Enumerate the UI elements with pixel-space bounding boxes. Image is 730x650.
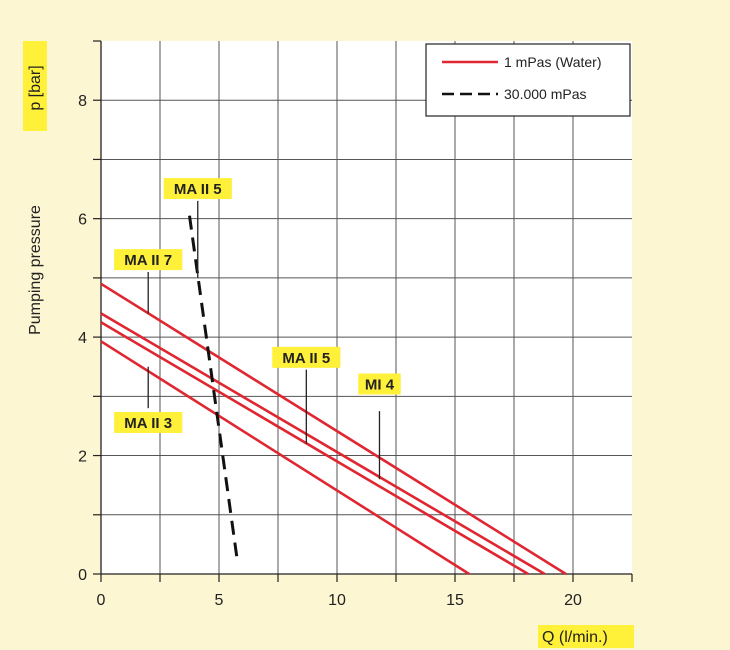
x-tick-label: 0: [97, 592, 106, 609]
annotation-label: MA II 5: [174, 181, 222, 198]
series-line-solid: [100, 312, 546, 576]
series-line-solid: [100, 282, 567, 576]
y-axis-unit: p [bar]: [27, 65, 44, 110]
legend-label: 30.000 mPas: [504, 86, 587, 102]
y-tick-label: 0: [78, 567, 87, 584]
x-axis-title-highlight: [538, 625, 634, 648]
annotation-highlight: [163, 178, 232, 200]
annotation-label: MA II 7: [124, 252, 172, 269]
annotation-label: MI 4: [365, 376, 395, 393]
plot-area: [101, 41, 632, 574]
legend-box: [425, 43, 631, 117]
x-axis-title: Q (l/min.): [542, 629, 608, 646]
x-tick-label: 15: [446, 592, 464, 609]
y-tick-label: 8: [78, 93, 87, 110]
annotation-highlight: [272, 346, 341, 368]
axes: 0 5 10 15 20 0 2 4 6 8: [78, 40, 633, 609]
y-tick-label: 4: [78, 330, 87, 347]
y-tick-label: 2: [78, 449, 87, 466]
series-line-solid: [100, 321, 529, 576]
series-line-solid: [100, 340, 470, 576]
annotation-label: MA II 5: [282, 350, 330, 367]
annotation-label: MA II 3: [124, 415, 172, 432]
x-tick-label: 5: [215, 592, 224, 609]
legend-label: 1 mPas (Water): [504, 54, 602, 70]
legend: 1 mPas (Water) 30.000 mPas: [425, 43, 631, 117]
annotation-highlight: [114, 411, 183, 433]
grid: [101, 41, 632, 574]
annotation-highlight: [358, 373, 401, 395]
axis-titles: Q (l/min.) Pumping pressure p [bar]: [23, 41, 634, 648]
annotations: MA II 7 MA II 5 MA II 5 MI 4 MA II 3: [114, 178, 401, 480]
y-axis-title: Pumping pressure: [27, 205, 44, 335]
x-tick-label: 10: [328, 592, 346, 609]
x-tick-label: 20: [564, 592, 582, 609]
y-tick-label: 6: [78, 212, 87, 229]
y-axis-unit-highlight: [23, 41, 47, 131]
annotation-highlight: [114, 249, 183, 271]
